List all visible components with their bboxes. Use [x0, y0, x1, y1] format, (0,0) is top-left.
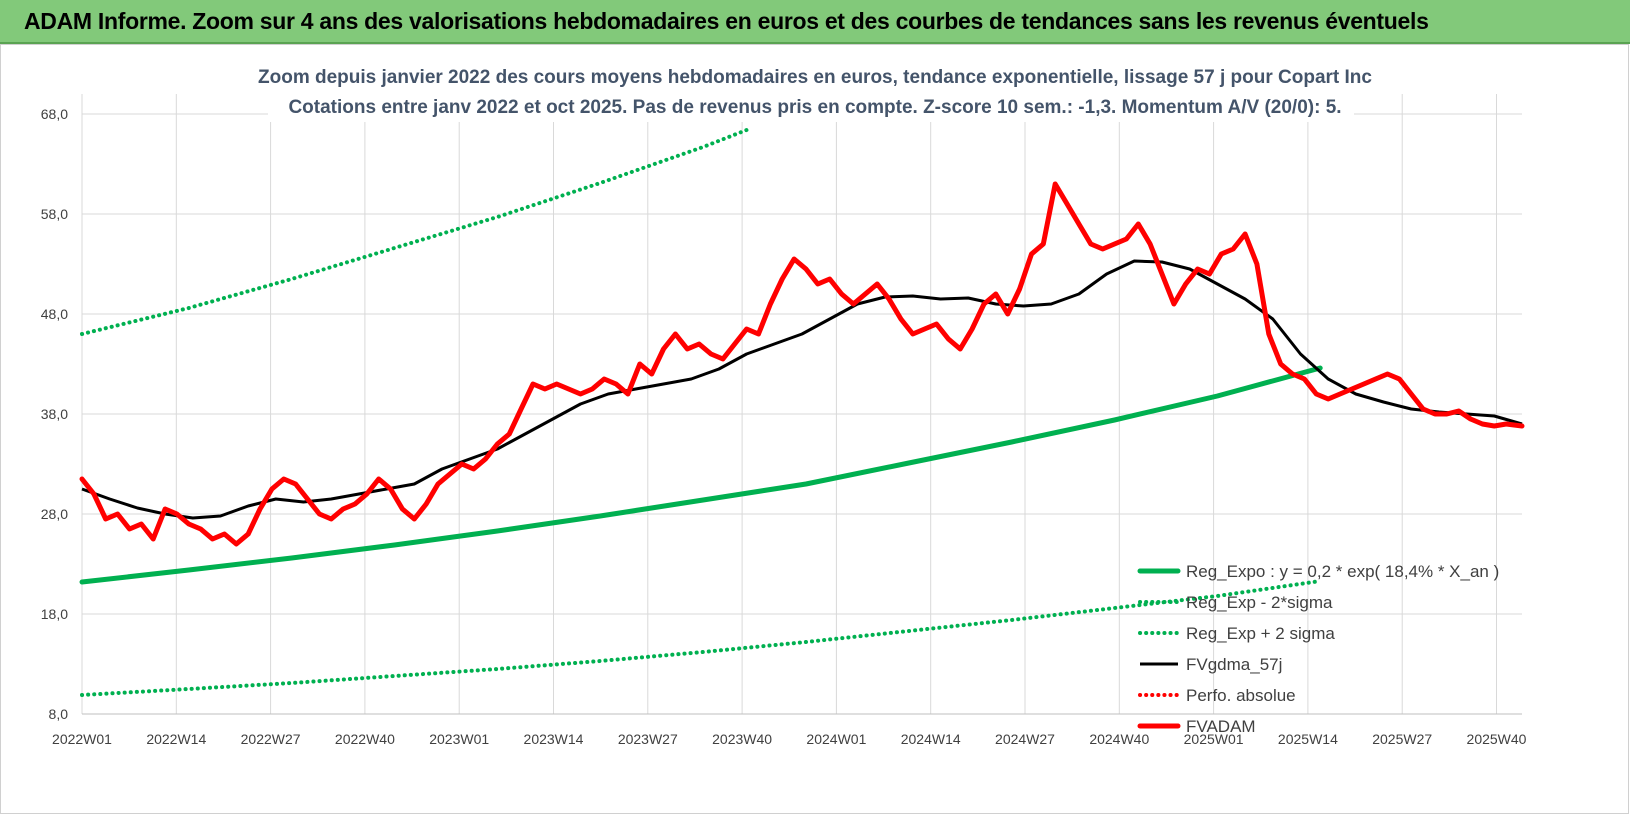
- x-tick-label: 2022W27: [241, 731, 301, 747]
- x-tick-label: 2023W01: [429, 731, 489, 747]
- chart-title: Zoom depuis janvier 2022 des cours moyen…: [258, 67, 1372, 88]
- banner-title: ADAM Informe. Zoom sur 4 ans des valoris…: [24, 8, 1429, 34]
- x-tick-label: 2025W14: [1278, 731, 1338, 747]
- y-tick-label: 48,0: [41, 306, 68, 322]
- legend: Reg_Expo : y = 0,2 * exp( 18,4% * X_an )…: [1137, 562, 1499, 736]
- series-reg-exp-plus-2sigma: [80, 128, 749, 336]
- legend-label: FVADAM: [1186, 717, 1256, 736]
- y-tick-label: 38,0: [41, 406, 68, 422]
- y-tick-label: 68,0: [41, 106, 68, 122]
- x-tick-label: 2024W27: [995, 731, 1055, 747]
- grid-layer: [81, 94, 1522, 715]
- legend-label: Reg_Exp - 2*sigma: [1186, 593, 1333, 612]
- axis-layer: 8,0 18,0 28,0 38,0 48,0 58,0 68,0 2022W01 2022W1…: [41, 106, 1527, 747]
- series-fvadam: [79, 181, 1525, 547]
- banner: ADAM Informe. Zoom sur 4 ans des valoris…: [0, 0, 1630, 44]
- x-tick-label: 2023W14: [524, 731, 584, 747]
- x-tick-label: 2023W40: [712, 731, 772, 747]
- x-tick-label: 2025W40: [1467, 731, 1527, 747]
- series-reg-exp-minus-2sigma: [80, 579, 1323, 697]
- x-tick-label: 2022W14: [146, 731, 206, 747]
- y-tick-label: 58,0: [41, 206, 68, 222]
- chart-subtitle: Cotations entre janv 2022 et oct 2025. P…: [288, 97, 1341, 118]
- y-tick-label: 18,0: [41, 606, 68, 622]
- chart: 8,0 18,0 28,0 38,0 48,0 58,0 68,0 2022W01 2022W1…: [41, 58, 1527, 747]
- x-tick-label: 2022W40: [335, 731, 395, 747]
- title-layer: Zoom depuis janvier 2022 des cours moyen…: [258, 58, 1372, 122]
- x-tick-label: 2022W01: [52, 731, 112, 747]
- series-fvgdma-57j: [81, 259, 1523, 520]
- legend-label: FVgdma_57j: [1186, 655, 1282, 674]
- x-tick-label: 2025W27: [1372, 731, 1432, 747]
- x-tick-label: 2025W01: [1184, 731, 1244, 747]
- x-tick-label: 2024W14: [901, 731, 961, 747]
- legend-label: Perfo. absolue: [1186, 686, 1296, 705]
- x-tick-label: 2024W40: [1089, 731, 1149, 747]
- legend-label: Reg_Expo : y = 0,2 * exp( 18,4% * X_an ): [1186, 562, 1499, 581]
- x-tick-label: 2024W01: [806, 731, 866, 747]
- title-backdrop: [268, 58, 1354, 122]
- legend-label: Reg_Exp + 2 sigma: [1186, 624, 1335, 643]
- series-reg-expo: [79, 365, 1323, 585]
- y-tick-label: 8,0: [49, 706, 69, 722]
- y-tick-label: 28,0: [41, 506, 68, 522]
- x-tick-label: 2023W27: [618, 731, 678, 747]
